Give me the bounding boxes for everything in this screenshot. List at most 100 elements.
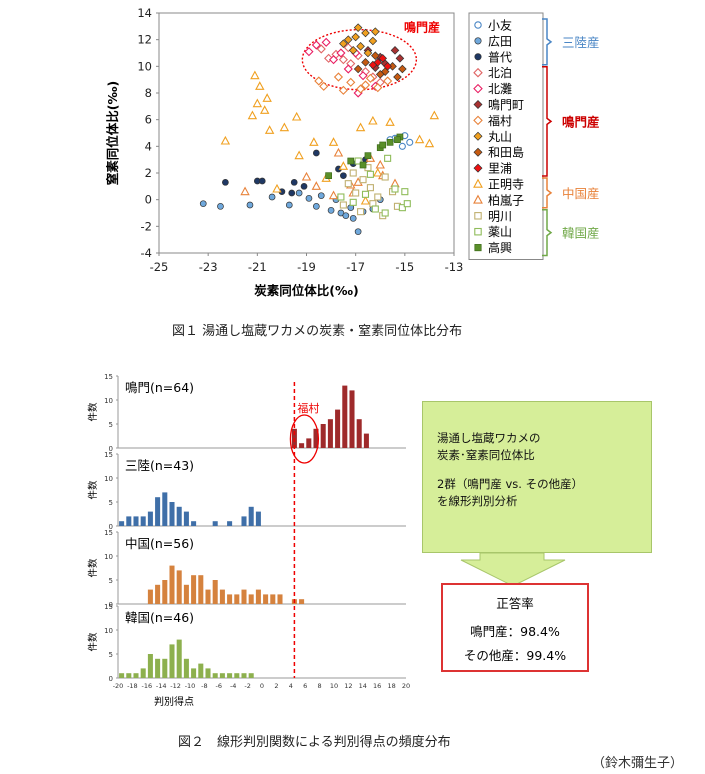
data-point	[291, 111, 302, 121]
data-point	[312, 149, 320, 157]
data-point	[358, 71, 368, 81]
data-point	[338, 55, 348, 65]
legend-marker	[473, 194, 483, 204]
x-tick-label: -25	[150, 260, 169, 274]
data-point	[288, 189, 296, 197]
data-point	[398, 64, 407, 74]
legend-label: 鳴門町	[488, 98, 524, 112]
data-point	[364, 152, 372, 160]
panel-y-tick-label: 15	[104, 529, 113, 537]
histogram-bar	[205, 589, 211, 604]
data-point	[347, 157, 355, 165]
data-point	[316, 44, 326, 54]
x-tick-label: -15	[395, 260, 414, 274]
histogram-bar	[255, 511, 261, 526]
data-point	[351, 32, 360, 42]
data-point	[383, 76, 393, 86]
naruto-highlight-label: 鳴門産	[404, 20, 440, 35]
legend-label: 広田	[488, 34, 512, 48]
histogram-bar	[198, 575, 204, 604]
histogram-bar	[212, 673, 218, 678]
data-point	[395, 54, 405, 63]
histogram-bar	[155, 658, 161, 678]
data-point	[343, 35, 353, 44]
histogram-bar	[342, 385, 348, 448]
panel-y-label: 件数	[87, 402, 99, 422]
data-point	[375, 70, 385, 79]
legend-marker	[474, 227, 482, 236]
analysis-callout: 湯通し塩蔵ワカメの 炭素･窒素同位体比 2群（鳴門産 vs. その他産） を線形…	[422, 401, 652, 553]
histogram-bar	[147, 511, 153, 526]
histogram-bar	[241, 673, 247, 678]
legend-marker	[473, 83, 483, 94]
x-tick-label: 0	[260, 682, 264, 690]
legend-marker	[474, 244, 482, 252]
data-point	[300, 182, 308, 190]
data-point	[309, 137, 319, 146]
legend-marker	[473, 163, 483, 173]
series-正明寺	[220, 70, 440, 205]
x-tick-label: -17	[346, 260, 365, 274]
histogram-bar	[255, 589, 261, 604]
panel-y-tick-label: 10	[104, 397, 113, 405]
histogram-bar	[349, 390, 355, 448]
legend-label: 福村	[488, 113, 512, 128]
histogram-bar	[219, 673, 225, 678]
data-point	[272, 183, 282, 193]
group-label: 韓国産	[562, 226, 600, 241]
x-axis-label: 判別得点	[154, 696, 194, 708]
series-薬山	[337, 154, 411, 217]
legend-label: 高興	[488, 240, 512, 255]
series-高興	[325, 133, 404, 180]
panel-y-label: 件数	[87, 480, 99, 500]
histogram-bar	[162, 492, 168, 526]
histogram-bar	[320, 424, 326, 448]
data-point	[360, 195, 371, 205]
data-point	[314, 76, 324, 86]
data-point	[391, 185, 399, 193]
x-tick-label: 20	[402, 682, 410, 690]
data-point	[384, 154, 392, 162]
data-point	[333, 72, 344, 82]
histogram-bar	[169, 644, 175, 678]
legend-label: 正明寺	[488, 178, 524, 192]
data-point	[255, 81, 265, 90]
histogram-bar	[234, 673, 240, 678]
data-point	[378, 54, 388, 63]
accuracy-title: 正答率	[496, 596, 534, 611]
data-point	[295, 189, 303, 197]
x-tick-label: 14	[359, 682, 367, 690]
data-point	[319, 81, 329, 91]
data-point	[406, 138, 414, 146]
panel-y-tick-label: 0	[109, 601, 113, 609]
legend-marker	[473, 131, 483, 141]
panel-y-tick-label: 15	[104, 451, 113, 459]
data-point	[355, 122, 366, 132]
data-point	[359, 161, 367, 169]
histogram-bar	[191, 521, 197, 526]
data-point	[368, 60, 378, 70]
data-point	[365, 73, 375, 83]
data-point	[366, 170, 374, 178]
data-point	[342, 212, 350, 220]
histogram-bar	[183, 584, 189, 604]
data-point	[354, 157, 362, 165]
data-point	[375, 159, 385, 169]
data-point	[352, 189, 360, 197]
data-point	[325, 172, 332, 180]
data-point	[305, 194, 313, 202]
data-point	[353, 64, 363, 74]
histogram-bar	[119, 521, 125, 526]
histogram-bar	[133, 516, 139, 526]
histogram-bar	[140, 516, 146, 526]
x-tick-label: -14	[156, 682, 167, 690]
histogram-bar	[198, 663, 204, 678]
data-point	[290, 178, 298, 186]
data-point	[252, 98, 263, 108]
y-tick-label: 14	[137, 6, 152, 20]
data-point	[424, 138, 435, 148]
histogram-bar	[241, 516, 247, 526]
x-tick-label: -21	[248, 260, 267, 274]
y-tick-label: 2	[145, 166, 152, 180]
